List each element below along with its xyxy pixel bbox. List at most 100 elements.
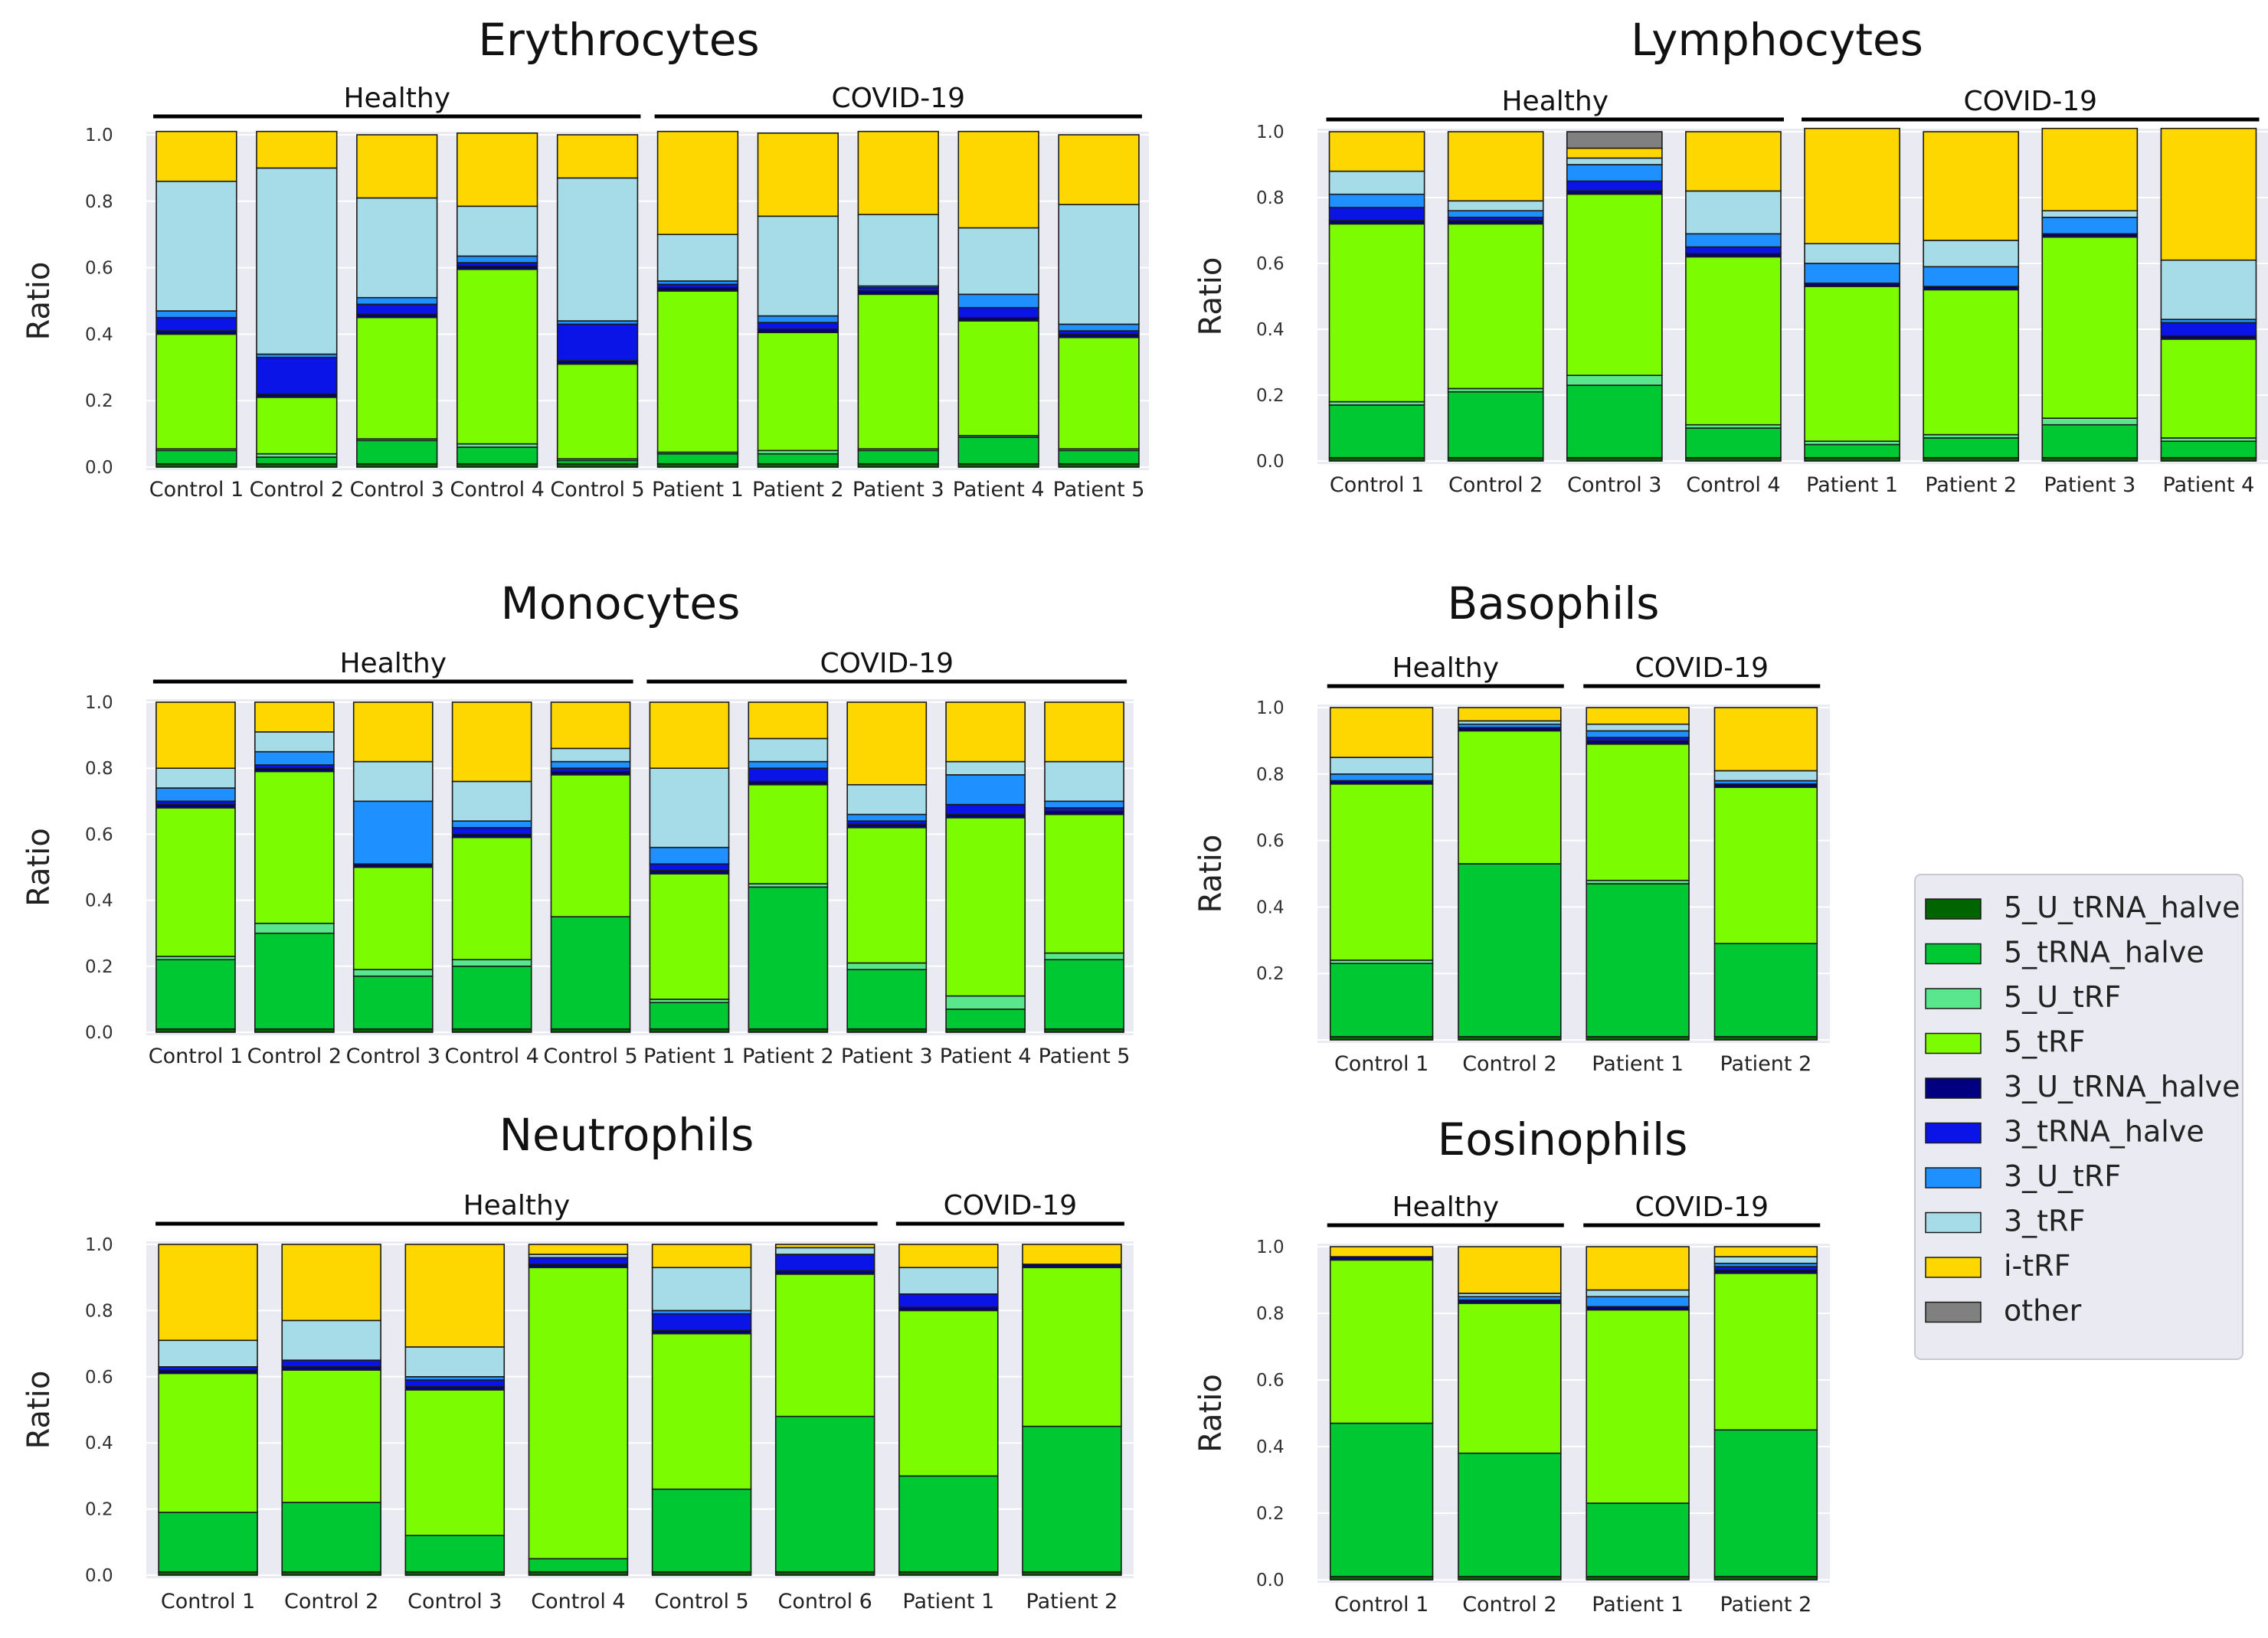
lymphocytes-bar-control-4-5-trf xyxy=(1685,256,1782,426)
neutrophils-x-tick-label: Control 5 xyxy=(654,1590,748,1613)
erythrocytes-bar-patient-5-i-trf xyxy=(1058,134,1140,205)
basophils-bar-control-2-5-trna-halve xyxy=(1458,863,1562,1038)
monocytes-bar-patient-3-3-trf xyxy=(846,783,928,816)
erythrocytes-bar-patient-2-5-trf xyxy=(757,332,839,452)
monocytes-y-tick-label: 0.2 xyxy=(85,957,113,977)
monocytes-x-tick-label: Patient 1 xyxy=(643,1045,735,1068)
neutrophils-y-tick-label: 0.0 xyxy=(85,1566,113,1586)
monocytes-bar-control-2-3-u-trf xyxy=(254,750,335,766)
erythrocytes-x-tick-label: Control 1 xyxy=(149,478,244,502)
basophils-bar-patient-1-3-trf xyxy=(1586,723,1690,732)
neutrophils-bar-control-2-i-trf xyxy=(281,1244,381,1322)
erythrocytes-bar-control-4-5-trna-halve xyxy=(456,446,538,465)
neutrophils-bar-control-5-3-trf xyxy=(651,1267,752,1312)
lymphocytes-bar-control-2-5-trna-halve xyxy=(1447,391,1544,459)
basophils-bar-patient-2-i-trf xyxy=(1713,707,1818,772)
basophils-x-tick-label: Control 1 xyxy=(1334,1052,1429,1076)
erythrocytes-title: Erythrocytes xyxy=(478,14,759,66)
monocytes-bar-control-3-i-trf xyxy=(352,701,434,763)
monocytes-bar-patient-2-i-trf xyxy=(748,701,829,740)
legend-label-3-trna-halve: 3_tRNA_halve xyxy=(2004,1115,2204,1149)
basophils-bar-control-1-i-trf xyxy=(1329,707,1434,758)
erythrocytes-bar-patient-5-5-trf xyxy=(1058,336,1140,450)
lymphocytes-bar-patient-3-3-trf xyxy=(2041,210,2139,218)
eosinophils-bar-patient-1-5-trf xyxy=(1586,1309,1690,1504)
neutrophils-y-tick-label: 1.0 xyxy=(85,1235,113,1255)
basophils-bar-patient-1-5-trna-halve xyxy=(1586,883,1690,1038)
basophils-x-tick-label: Patient 1 xyxy=(1592,1052,1684,1076)
neutrophils-bar-control-5-3-trna-halve xyxy=(651,1313,752,1332)
neutrophils-bar-patient-1-5-trf xyxy=(898,1309,999,1477)
basophils-bar-control-2-5-trf xyxy=(1458,730,1562,865)
monocytes-bar-control-1-3-u-trf xyxy=(155,787,236,803)
monocytes-bar-control-3-5-trna-halve xyxy=(352,975,434,1030)
monocytes-bar-patient-4-3-trf xyxy=(945,760,1026,776)
lymphocytes-bar-control-3-3-u-trf xyxy=(1566,164,1663,182)
lymphocytes-x-tick-label: Control 1 xyxy=(1330,473,1424,497)
erythrocytes-bar-control-2-5-trf xyxy=(256,397,338,455)
neutrophils-bar-control-1-3-trf xyxy=(158,1339,258,1368)
erythrocytes-x-tick-label: Patient 1 xyxy=(652,478,744,502)
monocytes-bar-patient-5-3-trf xyxy=(1044,760,1124,803)
monocytes-bar-control-4-5-trna-halve xyxy=(451,966,532,1030)
monocytes-bar-patient-4-i-trf xyxy=(945,701,1026,763)
erythrocytes-y-axis-label: Ratio xyxy=(21,262,57,341)
neutrophils-y-tick-label: 0.4 xyxy=(85,1434,113,1453)
legend-swatch-other xyxy=(1925,1301,1982,1323)
neutrophils-bar-patient-2-5-trna-halve xyxy=(1022,1425,1122,1573)
eosinophils-bar-patient-2-i-trf xyxy=(1713,1246,1818,1257)
basophils-title: Basophils xyxy=(1447,577,1659,629)
erythrocytes-y-tick-label: 0.4 xyxy=(85,325,113,345)
monocytes-bar-patient-4-5-trf xyxy=(945,817,1026,997)
basophils-y-tick-label: 1.0 xyxy=(1256,698,1285,718)
erythrocytes-bar-control-4-3-u-trf xyxy=(456,255,538,263)
neutrophils-bar-patient-2-5-trf xyxy=(1022,1267,1122,1427)
lymphocytes-x-tick-label: Control 3 xyxy=(1567,473,1661,497)
erythrocytes-x-tick-label: Control 5 xyxy=(550,478,644,502)
monocytes-bar-control-2-5-trf xyxy=(254,770,335,924)
monocytes-bar-control-4-3-trf xyxy=(451,780,532,822)
lymphocytes-y-tick-label: 1.0 xyxy=(1256,123,1285,142)
erythrocytes-bar-patient-1-5-trf xyxy=(656,290,739,453)
lymphocytes-bar-patient-2-3-trf xyxy=(1923,240,2020,268)
monocytes-bar-patient-2-5-trna-halve xyxy=(748,886,829,1030)
erythrocytes-bar-patient-3-5-trf xyxy=(857,293,939,450)
basophils-y-tick-label: 0.2 xyxy=(1256,964,1285,984)
erythrocytes-y-tick-label: 0.2 xyxy=(85,391,113,411)
neutrophils-bar-control-3-3-trna-halve xyxy=(404,1379,506,1388)
erythrocytes-bar-patient-2-3-u-trf xyxy=(757,315,839,324)
eosinophils-group-label-covid-19: COVID-19 xyxy=(1635,1192,1769,1223)
monocytes-bar-patient-1-5-trf xyxy=(649,873,730,1000)
lymphocytes-y-tick-label: 0.2 xyxy=(1256,386,1285,406)
basophils-y-tick-label: 0.6 xyxy=(1256,832,1285,852)
basophils-y-axis-label: Ratio xyxy=(1193,835,1229,914)
neutrophils-bar-control-6-3-trna-halve xyxy=(774,1254,875,1272)
legend-box xyxy=(1914,874,2243,1360)
lymphocytes-title: Lymphocytes xyxy=(1631,14,1923,66)
erythrocytes-bar-control-5-5-trf xyxy=(556,363,639,459)
monocytes-bar-control-3-5-trf xyxy=(352,866,434,970)
erythrocytes-bar-control-1-5-trf xyxy=(155,333,237,450)
eosinophils-y-tick-label: 0.2 xyxy=(1256,1504,1285,1524)
monocytes-bar-control-1-5-trf xyxy=(155,807,236,957)
eosinophils-y-tick-label: 0.4 xyxy=(1256,1437,1285,1457)
neutrophils-panel: 0.0 0.2 0.4 0.6 0.8 1.0 Neutrophils Ratio Contro… xyxy=(21,1109,1134,1613)
monocytes-x-tick-label: Patient 3 xyxy=(841,1045,933,1068)
erythrocytes-bar-patient-3-i-trf xyxy=(857,130,939,215)
monocytes-x-tick-label: Patient 4 xyxy=(940,1045,1032,1068)
legend-swatch-3-u-trf xyxy=(1925,1167,1982,1188)
erythrocytes-x-tick-label: Patient 4 xyxy=(953,478,1045,502)
neutrophils-bar-patient-1-3-trf xyxy=(898,1267,999,1295)
erythrocytes-bar-patient-5-3-u-trf xyxy=(1058,323,1140,332)
legend-label-5-u-trf: 5_U_tRF xyxy=(2004,980,2121,1014)
chart-panels: 0.0 0.2 0.4 0.6 0.8 1.0 Erythrocytes Ratio Contr… xyxy=(21,14,2268,1617)
erythrocytes-x-tick-label: Control 4 xyxy=(450,478,544,502)
monocytes-bar-control-3-3-trf xyxy=(352,760,434,803)
monocytes-bar-control-5-3-u-trf xyxy=(550,760,631,770)
lymphocytes-bar-control-1-3-trf xyxy=(1328,170,1425,195)
monocytes-panel: 0.0 0.2 0.4 0.6 0.8 1.0 Monocytes Ratio Control … xyxy=(21,577,1134,1068)
eosinophils-y-tick-label: 0.6 xyxy=(1256,1371,1285,1391)
eosinophils-bar-patient-1-i-trf xyxy=(1586,1246,1690,1291)
eosinophils-bar-control-2-5-trf xyxy=(1458,1303,1562,1454)
neutrophils-bar-control-2-5-trna-halve xyxy=(281,1502,381,1573)
